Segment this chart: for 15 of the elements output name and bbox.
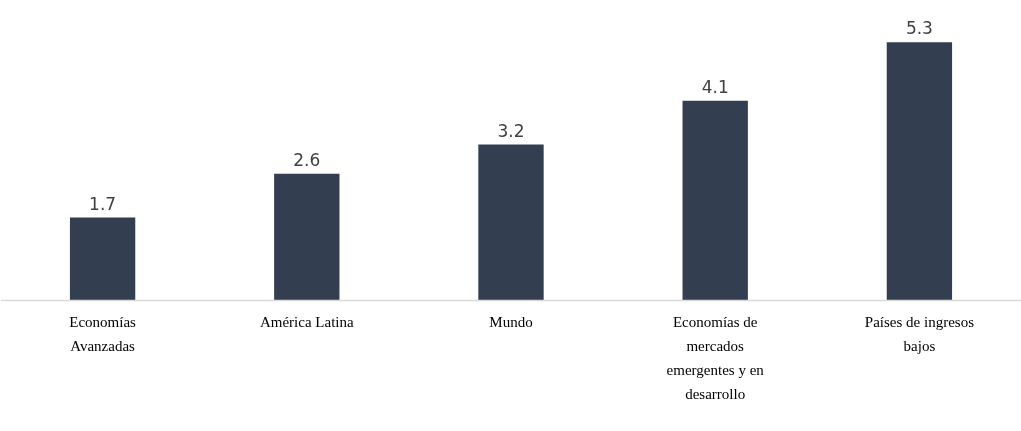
bar [69,217,136,301]
x-tick-label: Economías de mercados emergentes y en desarrollo [666,314,765,403]
data-label: 2.6 [293,149,321,170]
bar [478,144,544,301]
bar [682,100,748,301]
x-tick-label: Países de ingresos bajos [864,314,975,355]
data-label: 4.1 [701,76,729,97]
data-label: 1.7 [89,193,117,214]
bar [274,173,340,301]
data-label: 5.3 [905,18,933,39]
bar [886,42,953,301]
x-tick-label: América Latina [259,314,354,331]
data-label: 3.2 [497,120,525,141]
x-tick-label: Mundo [489,314,533,331]
x-tick-label: Economías Avanzadas [69,314,137,355]
